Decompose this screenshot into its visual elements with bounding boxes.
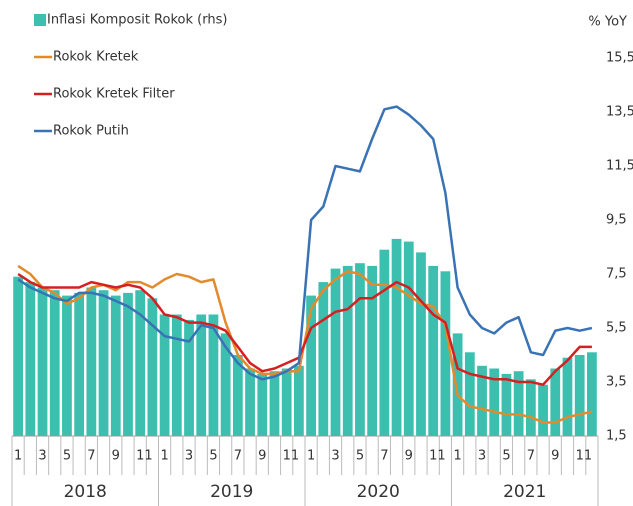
- bar: [245, 368, 255, 436]
- y-tick-label: 5,5: [606, 321, 627, 336]
- bar: [513, 371, 524, 436]
- x-tick-label: 9: [405, 449, 413, 464]
- bar: [501, 373, 512, 436]
- x-tick-label: 1: [307, 449, 315, 464]
- bar: [257, 373, 268, 436]
- legend-label: Inflasi Komposit Rokok (rhs): [47, 13, 227, 28]
- bar: [232, 355, 243, 436]
- x-tick-label: 9: [112, 449, 120, 464]
- bar: [367, 265, 378, 436]
- y-tick-label: 15,5: [606, 51, 633, 66]
- x-tick-label: 11: [429, 449, 446, 464]
- bar: [123, 292, 133, 436]
- bar: [62, 295, 72, 436]
- legend-label: Rokok Kretek: [53, 50, 139, 65]
- bar: [306, 295, 316, 436]
- bar: [13, 276, 23, 436]
- bar: [74, 292, 85, 436]
- bar: [98, 290, 109, 436]
- bar: [428, 265, 439, 436]
- bar: [550, 368, 561, 436]
- bar: [159, 314, 170, 436]
- bar: [477, 365, 487, 436]
- bar: [440, 271, 451, 436]
- x-tick-label: 11: [136, 449, 153, 464]
- bar: [403, 241, 414, 436]
- y-tick-label: 9,5: [606, 213, 627, 228]
- y-tick-label: 7,5: [606, 267, 627, 282]
- bar: [562, 357, 573, 436]
- line: [17, 105, 593, 381]
- x-tick-label: 3: [185, 449, 193, 464]
- y-axis-label: % YoY: [588, 15, 627, 30]
- line: [17, 272, 592, 386]
- bar: [355, 263, 365, 436]
- x-tick-label: 3: [331, 449, 339, 464]
- x-tick-label: 11: [283, 449, 300, 464]
- bar: [184, 319, 194, 436]
- bar: [587, 352, 597, 436]
- x-tick-label: 7: [87, 449, 95, 464]
- bar: [416, 252, 426, 436]
- bar: [135, 290, 146, 436]
- x-group-label: 2019: [210, 482, 253, 502]
- bar: [294, 365, 304, 436]
- bar: [330, 268, 341, 436]
- x-group-label: 2021: [503, 482, 546, 502]
- x-tick-label: 1: [161, 449, 169, 464]
- bar: [525, 379, 536, 436]
- y-tick-label: 11,5: [606, 159, 633, 174]
- bar: [147, 298, 158, 436]
- bar: [196, 314, 207, 436]
- bar: [25, 282, 36, 436]
- x-tick-label: 7: [234, 449, 242, 464]
- legend-swatch: [34, 14, 46, 26]
- x-tick-label: 3: [478, 449, 486, 464]
- bar: [171, 314, 182, 436]
- bar: [379, 249, 390, 436]
- legend-label: Rokok Putih: [53, 124, 129, 139]
- bar: [489, 368, 500, 436]
- bar: [464, 352, 475, 436]
- y-tick-label: 3,5: [606, 375, 627, 390]
- x-tick-label: 7: [380, 449, 388, 464]
- x-tick-label: 11: [576, 449, 593, 464]
- bar: [220, 333, 231, 436]
- bar: [49, 290, 60, 436]
- bar: [281, 368, 292, 436]
- x-tick-label: 9: [258, 449, 266, 464]
- bar: [574, 355, 585, 436]
- x-group-label: 2020: [357, 482, 400, 502]
- x-tick-label: 5: [63, 449, 71, 464]
- x-tick-label: 1: [14, 449, 22, 464]
- bar: [208, 314, 219, 436]
- bar: [110, 295, 121, 436]
- bar: [86, 287, 97, 436]
- y-tick-label: 13,5: [606, 105, 633, 120]
- bar: [391, 238, 402, 436]
- bar: [37, 287, 48, 436]
- x-tick-label: 3: [38, 449, 46, 464]
- bar: [538, 384, 548, 436]
- legend-label: Rokok Kretek Filter: [53, 87, 175, 102]
- x-tick-label: 9: [551, 449, 559, 464]
- bar: [318, 282, 329, 436]
- x-tick-label: 5: [502, 449, 510, 464]
- bar: [452, 333, 463, 436]
- bar: [269, 371, 280, 436]
- x-tick-label: 1: [454, 449, 462, 464]
- x-tick-label: 5: [356, 449, 364, 464]
- bar: [342, 265, 353, 436]
- x-group-label: 2018: [64, 482, 107, 502]
- y-tick-label: 1,5: [606, 429, 627, 444]
- x-tick-label: 7: [527, 449, 535, 464]
- x-tick-label: 5: [209, 449, 217, 464]
